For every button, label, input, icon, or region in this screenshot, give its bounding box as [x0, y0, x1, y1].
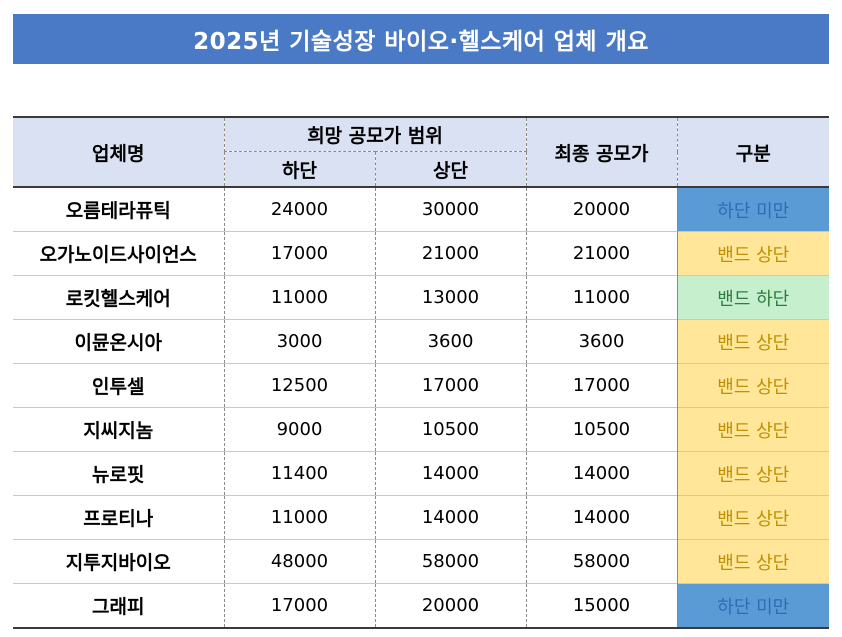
price-low: 24000 [223, 187, 375, 232]
category-badge: 하단 미만 [676, 583, 829, 629]
table-row: 오름테라퓨틱 24000 30000 20000 하단 미만 [13, 187, 829, 232]
final-price: 17000 [525, 363, 677, 408]
table-row: 뉴로핏 11400 14000 14000 밴드 상단 [13, 451, 829, 496]
final-price: 11000 [525, 275, 677, 320]
page-title: 2025년 기술성장 바이오·헬스케어 업체 개요 [193, 29, 649, 55]
price-high: 13000 [374, 275, 526, 320]
title-bar: 2025년 기술성장 바이오·헬스케어 업체 개요 [13, 14, 829, 64]
price-high: 17000 [374, 363, 526, 408]
final-price: 21000 [525, 231, 677, 276]
header-company: 업체명 [13, 116, 224, 188]
table-row: 로킷헬스케어 11000 13000 11000 밴드 하단 [13, 275, 829, 320]
header-low: 하단 [223, 151, 375, 188]
price-low: 12500 [223, 363, 375, 408]
table-row: 지씨지놈 9000 10500 10500 밴드 상단 [13, 407, 829, 452]
price-low: 11000 [223, 275, 375, 320]
company-name: 지씨지놈 [13, 407, 224, 452]
company-name: 프로티나 [13, 495, 224, 540]
category-badge: 밴드 하단 [676, 275, 829, 320]
final-price: 14000 [525, 495, 677, 540]
price-high: 14000 [374, 451, 526, 496]
header-high: 상단 [374, 151, 526, 188]
company-name: 지투지바이오 [13, 539, 224, 584]
company-name: 로킷헬스케어 [13, 275, 224, 320]
category-badge: 하단 미만 [676, 187, 829, 232]
table-row: 프로티나 11000 14000 14000 밴드 상단 [13, 495, 829, 540]
company-name: 오가노이드사이언스 [13, 231, 224, 276]
final-price: 14000 [525, 451, 677, 496]
category-badge: 밴드 상단 [676, 451, 829, 496]
price-high: 58000 [374, 539, 526, 584]
category-badge: 밴드 상단 [676, 319, 829, 364]
company-name: 뉴로핏 [13, 451, 224, 496]
final-price: 58000 [525, 539, 677, 584]
category-badge: 밴드 상단 [676, 407, 829, 452]
category-badge: 밴드 상단 [676, 495, 829, 540]
price-high: 3600 [374, 319, 526, 364]
price-low: 17000 [223, 231, 375, 276]
table-row: 그래피 17000 20000 15000 하단 미만 [13, 583, 829, 629]
table-row: 지투지바이오 48000 58000 58000 밴드 상단 [13, 539, 829, 584]
price-high: 14000 [374, 495, 526, 540]
final-price: 20000 [525, 187, 677, 232]
price-low: 9000 [223, 407, 375, 452]
header-category: 구분 [676, 116, 829, 188]
final-price: 15000 [525, 583, 677, 629]
company-name: 그래피 [13, 583, 224, 629]
price-low: 17000 [223, 583, 375, 629]
table-row: 이뮨온시아 3000 3600 3600 밴드 상단 [13, 319, 829, 364]
header-final: 최종 공모가 [525, 116, 677, 188]
company-name: 이뮨온시아 [13, 319, 224, 364]
price-low: 11400 [223, 451, 375, 496]
price-high: 10500 [374, 407, 526, 452]
category-badge: 밴드 상단 [676, 231, 829, 276]
price-low: 3000 [223, 319, 375, 364]
company-name: 오름테라퓨틱 [65, 200, 171, 222]
category-badge: 밴드 상단 [676, 363, 829, 408]
header-range: 희망 공모가 범위 [223, 116, 526, 152]
final-price: 10500 [525, 407, 677, 452]
company-table: 업체명 희망 공모가 범위 최종 공모가 구분 하단 상단 오름테라퓨틱 2400… [13, 116, 829, 629]
category-badge: 밴드 상단 [676, 539, 829, 584]
price-high: 30000 [374, 187, 526, 232]
price-high: 21000 [374, 231, 526, 276]
price-high: 20000 [374, 583, 526, 629]
final-price: 3600 [525, 319, 677, 364]
company-name: 인투셀 [13, 363, 224, 408]
price-low: 11000 [223, 495, 375, 540]
table-row: 오가노이드사이언스 17000 21000 21000 밴드 상단 [13, 231, 829, 276]
table-row: 인투셀 12500 17000 17000 밴드 상단 [13, 363, 829, 408]
price-low: 48000 [223, 539, 375, 584]
